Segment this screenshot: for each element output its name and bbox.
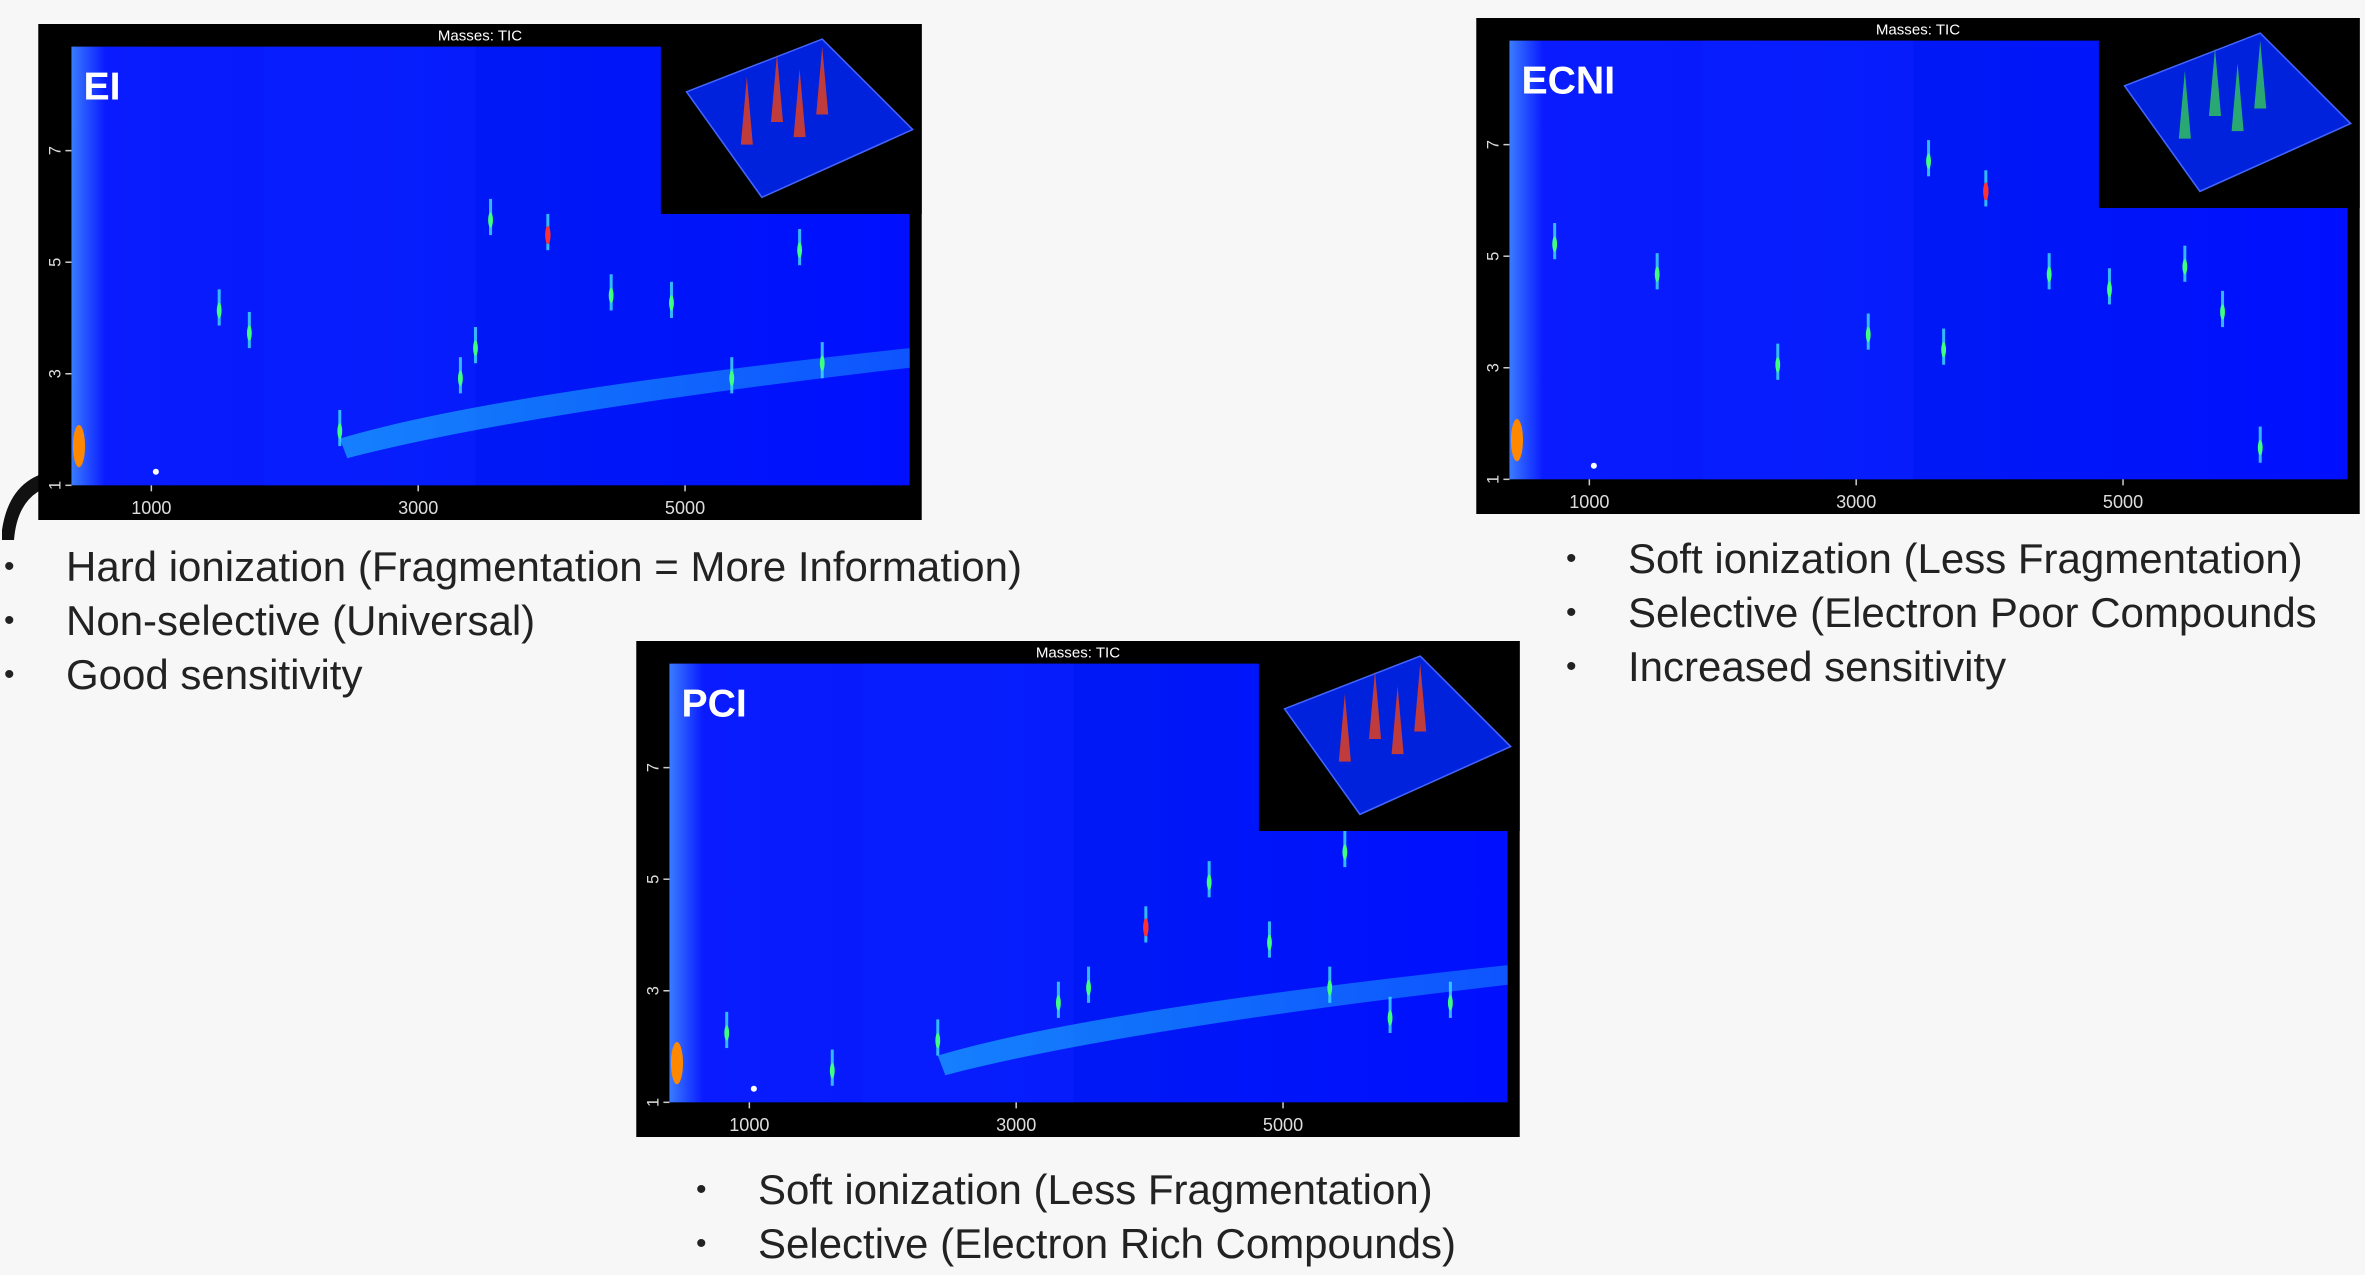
y-tick-label: 5	[1484, 252, 1503, 261]
panel-header: Masses: TIC	[438, 28, 522, 45]
bullet-item: Selective (Electron Rich Compounds)	[696, 1217, 1456, 1271]
y-tick-label: 7	[1484, 140, 1503, 149]
panel-header: Masses: TIC	[1036, 645, 1120, 662]
peak	[247, 326, 252, 341]
peak	[1866, 327, 1871, 342]
y-tick-label: 1	[1484, 475, 1503, 484]
bullet-item: Increased sensitivity	[1566, 640, 2317, 694]
peak	[1327, 980, 1332, 995]
peak	[1086, 980, 1091, 995]
x-tick-label: 1000	[1569, 492, 1609, 512]
x-tick-label: 1000	[729, 1115, 769, 1135]
peak	[1267, 935, 1272, 950]
x-tick-label: 5000	[2103, 492, 2143, 512]
peak-max	[1983, 182, 1988, 200]
chromatogram-panel: Masses: TIC ECNI 1000 3000 5000 1 3 5 7	[1476, 18, 2360, 514]
peak	[1552, 237, 1557, 252]
bullet-item: Non-selective (Universal)	[4, 594, 1022, 648]
bullet-item: Hard ionization (Fragmentation = More In…	[4, 540, 1022, 594]
peak	[1207, 875, 1212, 890]
panel-label: ECNI	[1522, 59, 1616, 102]
x-tick-label: 3000	[996, 1115, 1036, 1135]
bullet-list: Hard ionization (Fragmentation = More In…	[4, 540, 1022, 702]
x-tick-label: 3000	[1836, 492, 1876, 512]
x-tick-label: 5000	[665, 498, 705, 518]
y-tick-label: 1	[644, 1098, 663, 1107]
peak	[1342, 845, 1347, 860]
marker	[751, 1086, 757, 1092]
peak	[1388, 1010, 1393, 1025]
peak	[2107, 282, 2112, 297]
peak	[473, 341, 478, 356]
panel-label: EI	[84, 65, 121, 108]
y-tick-label: 7	[644, 763, 663, 772]
peak	[724, 1025, 729, 1040]
panel-header: Masses: TIC	[1876, 22, 1960, 39]
marker	[153, 469, 159, 475]
peak	[488, 212, 493, 227]
solvent-peak	[1511, 419, 1523, 461]
bullet-list: Soft ionization (Less Fragmentation)Sele…	[696, 1163, 1456, 1271]
x-tick-label: 3000	[398, 498, 438, 518]
marker	[1591, 463, 1597, 469]
peak	[2182, 259, 2187, 274]
peak	[1775, 357, 1780, 372]
peak	[830, 1063, 835, 1078]
x-tick-label: 1000	[131, 498, 171, 518]
peak	[820, 356, 825, 371]
y-tick-label: 1	[46, 481, 65, 490]
y-tick-label: 3	[1484, 363, 1503, 372]
y-tick-label: 5	[644, 875, 663, 884]
slide: Masses: TIC EI 1000 3000 5000 1 3 5 7 Masses: TI…	[0, 0, 2365, 1275]
plot-stripe	[1702, 41, 1913, 480]
peak-max	[545, 226, 550, 244]
peak	[1655, 267, 1660, 282]
peak	[2220, 304, 2225, 319]
bullet-item: Soft ionization (Less Fragmentation)	[1566, 532, 2317, 586]
peak	[797, 243, 802, 258]
peak	[337, 424, 342, 439]
y-tick-label: 5	[46, 258, 65, 267]
peak-max	[1143, 918, 1148, 936]
y-tick-label: 3	[644, 986, 663, 995]
x-tick-label: 5000	[1263, 1115, 1303, 1135]
bullet-item: Selective (Electron Poor Compounds	[1566, 586, 2317, 640]
peak	[935, 1033, 940, 1048]
peak	[1056, 995, 1061, 1010]
solvent-peak	[671, 1042, 683, 1084]
bullet-item: Soft ionization (Less Fragmentation)	[696, 1163, 1456, 1217]
y-tick-label: 7	[46, 146, 65, 155]
peak	[217, 303, 222, 318]
peak	[609, 288, 614, 303]
y-tick-label: 3	[46, 369, 65, 378]
peak	[1941, 342, 1946, 357]
chromatogram-panel: Masses: TIC EI 1000 3000 5000 1 3 5 7	[38, 24, 922, 520]
bullet-item: Good sensitivity	[4, 648, 1022, 702]
peak	[729, 371, 734, 386]
solvent-peak	[73, 425, 85, 467]
peak	[1448, 995, 1453, 1010]
bullet-list: Soft ionization (Less Fragmentation)Sele…	[1566, 532, 2317, 694]
peak	[2258, 440, 2263, 455]
peak	[2047, 267, 2052, 282]
peak	[458, 371, 463, 386]
peak	[669, 295, 674, 310]
peak	[1926, 154, 1931, 169]
